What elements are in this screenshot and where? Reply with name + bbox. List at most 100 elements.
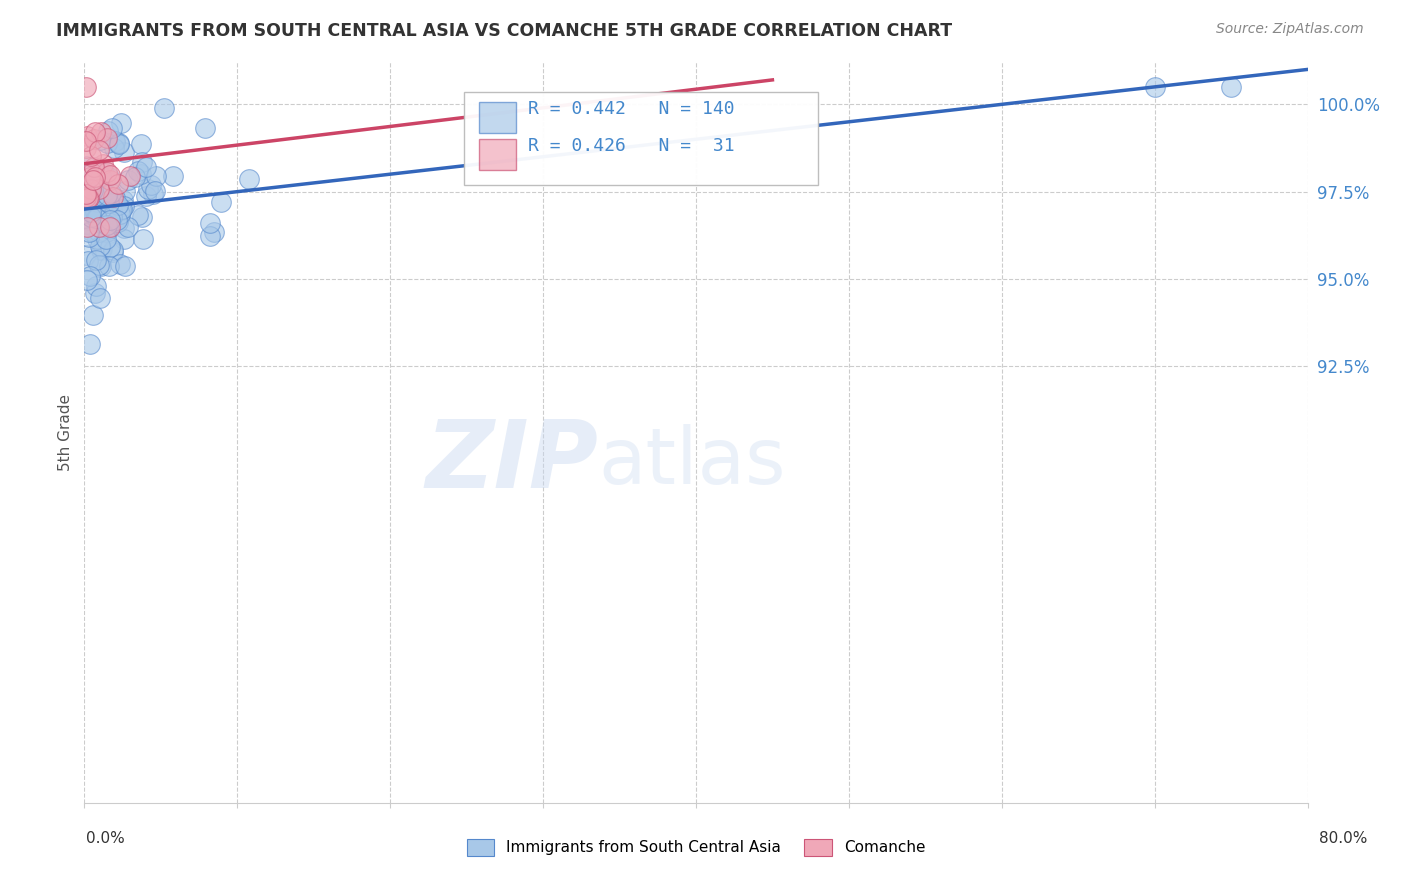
Point xyxy=(90,169,112,183)
Point xyxy=(194,120,217,135)
Point xyxy=(87,178,110,192)
Point xyxy=(76,217,98,231)
Point xyxy=(87,201,110,215)
Point xyxy=(79,191,101,205)
Point xyxy=(96,225,118,239)
Point xyxy=(75,79,97,94)
Point xyxy=(129,167,152,181)
Point xyxy=(87,195,110,210)
Point xyxy=(82,212,104,227)
Point xyxy=(114,184,136,198)
Point xyxy=(96,218,118,232)
Point xyxy=(145,184,167,198)
Point xyxy=(107,215,129,229)
Point xyxy=(104,134,127,148)
Point xyxy=(96,131,118,145)
Point xyxy=(98,191,121,205)
Point xyxy=(84,182,107,196)
Point xyxy=(104,135,127,149)
Point xyxy=(94,222,117,236)
Point xyxy=(135,160,157,174)
Point xyxy=(110,257,132,271)
Point xyxy=(91,156,114,170)
Point xyxy=(111,202,134,216)
Point xyxy=(103,191,125,205)
Point xyxy=(101,204,124,219)
Point xyxy=(209,194,232,209)
Point xyxy=(79,268,101,283)
Point xyxy=(98,212,121,227)
Point xyxy=(103,244,125,259)
Point xyxy=(131,211,153,225)
Point xyxy=(145,169,167,183)
Point xyxy=(93,172,115,186)
Point xyxy=(91,242,114,256)
Point xyxy=(107,178,129,192)
Point xyxy=(75,135,97,149)
Point xyxy=(87,176,110,190)
Point xyxy=(97,124,120,138)
Point xyxy=(112,145,135,159)
Point xyxy=(76,211,98,226)
Text: ZIP: ZIP xyxy=(425,417,598,508)
Point xyxy=(96,165,118,179)
Point xyxy=(87,182,110,196)
Point xyxy=(90,194,112,208)
Point xyxy=(84,125,107,139)
Point xyxy=(101,120,124,135)
Point xyxy=(100,193,122,207)
Point xyxy=(132,232,155,246)
Point xyxy=(89,258,111,272)
Point xyxy=(1143,79,1166,94)
Point xyxy=(84,279,107,293)
Point xyxy=(96,187,118,202)
Point xyxy=(84,200,107,214)
Point xyxy=(127,207,149,221)
Point xyxy=(75,190,97,204)
Point xyxy=(110,202,132,217)
Point xyxy=(120,169,142,183)
Point xyxy=(98,169,121,184)
Point xyxy=(89,133,111,147)
Point xyxy=(112,221,135,235)
Point xyxy=(86,181,108,195)
Point xyxy=(75,194,97,208)
Point xyxy=(112,199,135,213)
Point xyxy=(80,210,103,224)
FancyBboxPatch shape xyxy=(479,102,516,133)
Point xyxy=(124,169,146,184)
Point xyxy=(107,136,129,151)
Point xyxy=(82,173,104,187)
Point xyxy=(83,132,105,146)
Point xyxy=(142,187,165,202)
Point xyxy=(198,228,221,243)
Point xyxy=(79,169,101,184)
Point xyxy=(89,226,111,240)
Point xyxy=(84,211,107,225)
Point xyxy=(1220,79,1243,94)
Point xyxy=(84,188,107,202)
Point xyxy=(129,137,152,152)
Point xyxy=(114,259,136,273)
Text: 80.0%: 80.0% xyxy=(1319,831,1367,847)
Text: Source: ZipAtlas.com: Source: ZipAtlas.com xyxy=(1216,22,1364,37)
Point xyxy=(98,259,121,273)
Point xyxy=(79,337,101,351)
Point xyxy=(101,243,124,257)
Point xyxy=(75,140,97,154)
Point xyxy=(75,159,97,173)
Point xyxy=(97,202,120,217)
Point xyxy=(90,208,112,222)
Point xyxy=(107,198,129,212)
Point xyxy=(84,198,107,212)
Point xyxy=(79,187,101,202)
Point xyxy=(198,216,221,230)
Point xyxy=(90,169,112,183)
Point xyxy=(90,243,112,257)
Point xyxy=(76,273,98,287)
Point xyxy=(82,308,104,322)
Point xyxy=(131,155,153,169)
Point xyxy=(96,136,118,150)
Point xyxy=(76,128,98,143)
Point xyxy=(108,136,131,151)
